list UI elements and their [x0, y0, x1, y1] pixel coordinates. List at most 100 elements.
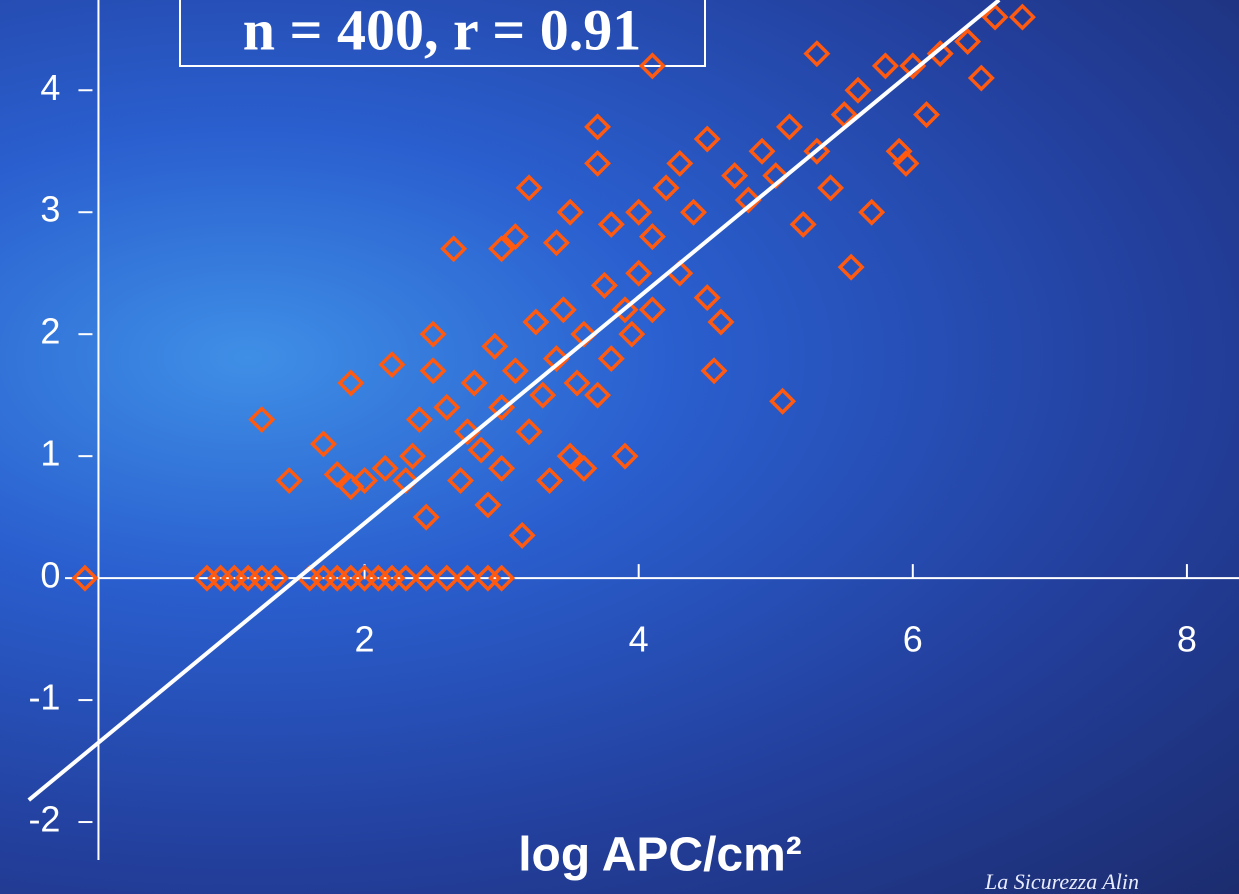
point [817, 174, 845, 202]
point [590, 271, 618, 299]
y-tick-label: 2 [40, 311, 60, 352]
footer: La Sicurezza Alin [984, 869, 1139, 894]
point [453, 418, 481, 446]
point [584, 149, 612, 177]
point [981, 3, 1009, 31]
point [611, 442, 639, 470]
point [433, 564, 461, 592]
point [433, 393, 461, 421]
point [392, 564, 420, 592]
point [501, 357, 529, 385]
point [885, 137, 913, 165]
point [399, 442, 427, 470]
point [597, 210, 625, 238]
point [597, 345, 625, 373]
point [584, 381, 612, 409]
point [71, 564, 99, 592]
point [419, 357, 447, 385]
point [419, 320, 447, 348]
point [803, 137, 831, 165]
point [769, 387, 797, 415]
y-tick-label: 0 [40, 555, 60, 596]
point [618, 320, 646, 348]
point [549, 296, 577, 324]
point [892, 149, 920, 177]
point [700, 357, 728, 385]
point [412, 503, 440, 531]
point [412, 564, 440, 592]
y-tick-label: -2 [28, 799, 60, 840]
point [467, 436, 495, 464]
y-tick-label: 1 [40, 433, 60, 474]
y-tick-label: -1 [28, 677, 60, 718]
point [515, 418, 543, 446]
point [474, 491, 502, 519]
point [899, 52, 927, 80]
point [638, 52, 666, 80]
point [405, 406, 433, 434]
point [556, 442, 584, 470]
point [309, 430, 337, 458]
point [440, 235, 468, 263]
point [488, 564, 516, 592]
x-tick-label: 4 [629, 619, 649, 660]
point [515, 174, 543, 202]
point [584, 113, 612, 141]
point [926, 40, 954, 68]
point [913, 101, 940, 129]
x-tick-label: 2 [355, 619, 375, 660]
point [501, 223, 529, 251]
fit-line [27, 0, 1001, 802]
point [488, 235, 516, 263]
point [734, 186, 762, 214]
point [481, 332, 509, 360]
point [556, 198, 584, 226]
point [967, 64, 995, 92]
point [542, 345, 570, 373]
point [1008, 3, 1036, 31]
x-axis-label: log APC/cm² [518, 829, 802, 882]
point [666, 149, 694, 177]
point [371, 454, 399, 482]
point [748, 137, 776, 165]
point [275, 467, 303, 495]
point [803, 40, 831, 68]
point [536, 467, 564, 495]
point [680, 198, 707, 226]
point [351, 467, 379, 495]
point [625, 198, 653, 226]
point [638, 223, 666, 251]
y-tick-label: 4 [40, 67, 60, 108]
point [570, 454, 598, 482]
point [529, 381, 557, 409]
point [837, 253, 865, 281]
point [522, 308, 550, 336]
point [693, 125, 721, 153]
y-tick-label: 3 [40, 189, 60, 230]
point [652, 174, 680, 202]
point [693, 284, 721, 312]
point [488, 454, 516, 482]
point [248, 406, 276, 434]
point [323, 460, 351, 488]
x-tick-label: 8 [1177, 619, 1197, 660]
point [337, 369, 365, 397]
point [611, 296, 639, 324]
point [954, 27, 982, 55]
point [542, 229, 570, 257]
point [563, 369, 591, 397]
point [262, 564, 289, 592]
point [638, 296, 666, 324]
point [625, 259, 653, 287]
point [378, 351, 406, 379]
point [871, 52, 899, 80]
point [508, 521, 536, 549]
point [460, 369, 488, 397]
point [721, 162, 749, 190]
annotation-box [179, 0, 706, 67]
point [447, 467, 474, 495]
point [844, 76, 872, 104]
point [789, 210, 817, 238]
point [858, 198, 886, 226]
